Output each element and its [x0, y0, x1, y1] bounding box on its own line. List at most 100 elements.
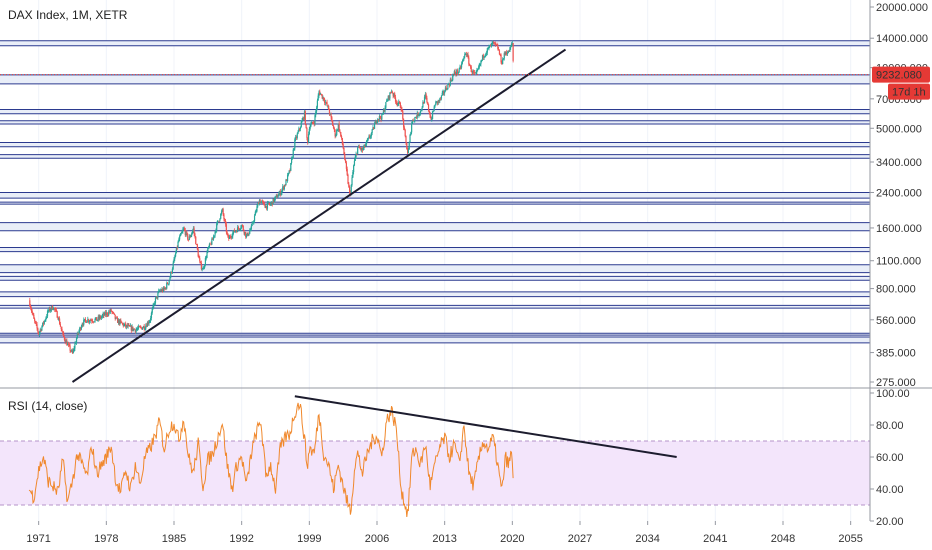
candle-body: [198, 256, 200, 259]
candle-body: [240, 227, 242, 230]
candle-body: [278, 194, 280, 197]
candle-body: [379, 116, 381, 118]
rsi-tick-label: 100.00: [876, 388, 910, 400]
candle-body: [401, 109, 403, 112]
candle-body: [157, 292, 159, 298]
candle-body: [404, 129, 406, 137]
candle-body: [281, 189, 283, 193]
candle-body: [102, 313, 104, 316]
candle-body: [204, 257, 207, 265]
rsi-series: [28, 402, 514, 517]
candle-body: [169, 277, 171, 281]
candle-body: [216, 223, 218, 231]
candle-body: [504, 53, 506, 54]
candle-body: [81, 324, 83, 327]
candle-body: [474, 72, 476, 74]
candle-body: [407, 149, 410, 154]
candle-body: [366, 139, 368, 141]
rsi-axis[interactable]: 100.00 80.00 60.00 40.00 20.00: [870, 388, 910, 528]
countdown-box: [888, 83, 930, 100]
candle-body: [481, 55, 484, 60]
candle-body: [465, 54, 468, 56]
candle-body: [395, 101, 397, 103]
candle-body: [353, 165, 355, 173]
candle-body: [279, 191, 281, 195]
candle-body: [450, 79, 452, 81]
candle-body: [318, 91, 320, 96]
candle-body: [180, 233, 182, 234]
candle-body: [204, 264, 206, 268]
candle-body: [363, 144, 365, 148]
candle-body: [456, 70, 459, 74]
candle-body: [301, 120, 303, 123]
candle-body: [444, 91, 446, 94]
candle-body: [290, 162, 292, 171]
candle-body: [147, 322, 149, 324]
candle-body: [413, 120, 415, 122]
candle-body: [228, 236, 230, 239]
price-tick-label: 3400.000: [876, 157, 922, 169]
candle-body: [237, 227, 240, 229]
band-fill: [0, 336, 870, 343]
candle-body: [112, 312, 115, 314]
candle-body: [447, 84, 449, 90]
band-fill: [0, 40, 870, 46]
time-axis[interactable]: 1971 1978 1985 1992 1999 2006 2013 2020 2027 2034…: [26, 521, 863, 545]
candle-body: [217, 220, 219, 222]
candle-body: [439, 98, 441, 102]
candle-body: [107, 314, 109, 316]
candle-body: [58, 318, 60, 320]
band-fill: [0, 305, 870, 309]
rsi-tick-label: 60.00: [876, 452, 904, 464]
candle-body: [219, 218, 221, 221]
candle-body: [121, 321, 123, 324]
candle-body: [75, 338, 78, 343]
candle-body: [444, 87, 447, 92]
candle-body: [391, 91, 393, 94]
candle-body: [332, 121, 334, 126]
candle-body: [456, 70, 458, 75]
candle-body: [416, 112, 418, 118]
candle-body: [482, 55, 484, 58]
candle-body: [285, 179, 287, 186]
candle-body: [117, 318, 119, 323]
candle-body: [283, 185, 285, 190]
candle-body: [322, 97, 324, 99]
candle-body: [402, 111, 404, 119]
candle-body: [405, 136, 407, 143]
candle-body: [336, 129, 339, 131]
candle-body: [268, 202, 270, 205]
candle-body: [369, 136, 371, 138]
candle-body: [356, 153, 358, 155]
support-resistance-bands: [0, 40, 870, 344]
candle-body: [162, 287, 165, 292]
price-tick-label: 20000.000: [876, 2, 928, 14]
price-axis[interactable]: 20000.00014000.00010000.0007000.0005000.…: [870, 2, 928, 389]
candle-body: [195, 236, 197, 245]
candle-body: [110, 309, 112, 312]
candle-body: [162, 289, 164, 292]
candle-body: [164, 287, 166, 290]
candle-body: [190, 235, 192, 238]
candle-body: [267, 202, 269, 204]
candle-body: [302, 117, 304, 121]
candle-body: [127, 325, 129, 327]
candle-body: [179, 233, 182, 237]
price-tick-label: 5000.000: [876, 123, 922, 135]
candle-body: [37, 328, 39, 332]
candle-body: [100, 316, 103, 319]
candle-body: [243, 230, 245, 234]
candle-body: [231, 236, 233, 238]
candle-body: [358, 146, 360, 149]
candle-body: [253, 215, 256, 222]
candle-body: [253, 221, 255, 223]
candle-body: [269, 204, 271, 206]
price-candles: [29, 40, 514, 354]
candle-body: [398, 101, 400, 104]
candle-body: [185, 231, 187, 236]
candle-body: [348, 183, 350, 187]
candle-body: [85, 320, 87, 323]
candle-body: [436, 101, 438, 103]
candle-body: [428, 110, 430, 114]
candle-body: [166, 283, 169, 285]
